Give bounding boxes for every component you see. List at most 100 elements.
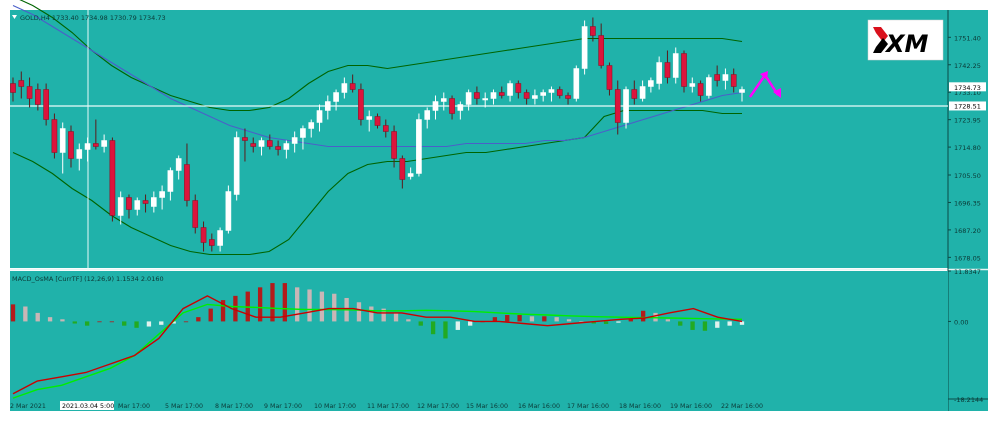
candle-body [474,92,480,99]
macd-histogram-bar [529,316,535,322]
macd-histogram-bar [23,306,28,322]
macd-histogram-bar [443,321,448,339]
candle-body [341,83,348,93]
macd-histogram-bar [282,283,287,322]
candle-body [217,230,223,246]
macd-histogram-bar [628,318,633,322]
macd-histogram-bar [430,321,436,335]
candle-body [209,239,215,246]
candle-body [465,92,472,105]
candle-body [349,83,356,90]
macd-histogram-bar [47,317,53,322]
xm-logo-box [867,19,944,61]
candle-body [316,110,323,123]
macd-histogram-bar [84,321,90,326]
price-tick-label: 1723.95 [954,117,981,125]
macd-histogram-bar [257,287,263,322]
candle-body [714,74,720,81]
candle-body [598,35,604,66]
price-tick-label: 1714.80 [954,144,981,152]
candle-body [266,140,273,147]
candle-body [43,89,49,120]
xm-logo-red-mark [873,27,888,42]
candle-body [739,89,745,93]
overlay-layer: XM [748,19,944,98]
candle-body [59,128,66,153]
candle-body [283,143,290,150]
current-price-box [949,82,986,92]
candle-body [10,83,16,93]
macd-histogram-bar [10,304,16,322]
candle-body [109,140,116,216]
macd-histogram-bar [566,319,572,322]
candle-body [117,197,124,216]
macd-histogram-bar [307,289,312,322]
candle-body [84,143,91,150]
candle-body [449,98,455,114]
candle-body [382,125,389,132]
macd-histogram-bar [134,321,139,328]
macd-histogram-bar [455,321,460,330]
candle-body [192,200,199,228]
macd-histogram-bar [319,291,325,322]
macd-histogram-bar [418,321,423,326]
macd-histogram-bar [35,312,40,322]
candle-body [76,149,83,159]
candle-body [374,116,381,126]
macd-main-line [12,295,743,395]
time-axis-label: 17 Mar 16:00 [567,403,609,410]
candle-body [275,146,281,150]
macd-title: MACD_OsMA [CurrTF] (12,26,9) 1.1534 2.01… [12,275,164,283]
candle-body [407,173,414,177]
macd-histogram-bar [233,295,238,322]
price-tick-label: 1742.25 [954,62,981,70]
candle-body [590,26,596,36]
candle-body [225,191,232,231]
candle-body [681,53,687,87]
chart-menu-triangle [12,15,17,19]
time-axis-label: 8 Mar 17:00 [215,403,253,410]
candle-body [159,191,165,198]
candle-body [200,227,207,243]
candle-body [656,62,662,84]
axis-layer: 1751.40 1742.25 1733.10 1723.95 1714.80 1705.… [10,14,986,410]
candle-body [126,197,132,210]
candle-body [184,164,190,201]
time-axis-label: Mar 17:00 [118,403,150,410]
time-axis-label: 2021.03.04 5:00 [62,403,114,410]
candle-body [515,83,522,93]
time-axis-label: 22 Mar 16:00 [721,403,763,410]
candle-body [648,80,654,87]
macd-histogram-bar [739,321,745,325]
macd-histogram-bar [369,306,374,322]
candle-body [26,86,33,99]
candle-body [242,137,248,141]
macd-histogram-bar [517,315,522,322]
candle-body [614,89,621,123]
macd-histogram-bar [196,317,201,322]
macd-histogram-bar [505,315,510,322]
candle-body [523,92,530,99]
candle-body [606,65,613,90]
macd-histogram-bar [591,321,596,324]
macd-histogram-bar [60,319,65,322]
macd-plot-area [10,271,948,399]
candle-body [540,92,546,96]
candle-body [490,92,497,99]
candle-body [672,53,679,78]
candle-body [93,143,99,147]
macd-histogram-bar [640,310,646,322]
candle-body [457,104,464,111]
price-plot-area [10,10,948,268]
macd-histogram-bar [295,287,300,322]
price-tick-label: 1705.50 [954,172,981,180]
macd-histogram-bar [702,321,708,331]
macd-histogram-bar [356,302,362,322]
time-axis-label: 10 Mar 17:00 [314,403,356,410]
macd-histogram-bar [603,321,609,324]
price-tick-label: 1751.40 [954,34,981,42]
bollinger-upper-line [19,0,743,112]
time-axis-label: 2 Mar 2021 [10,403,46,410]
candle-body [101,140,107,147]
horizontal-line-price-label: 1728.51 [954,102,981,110]
